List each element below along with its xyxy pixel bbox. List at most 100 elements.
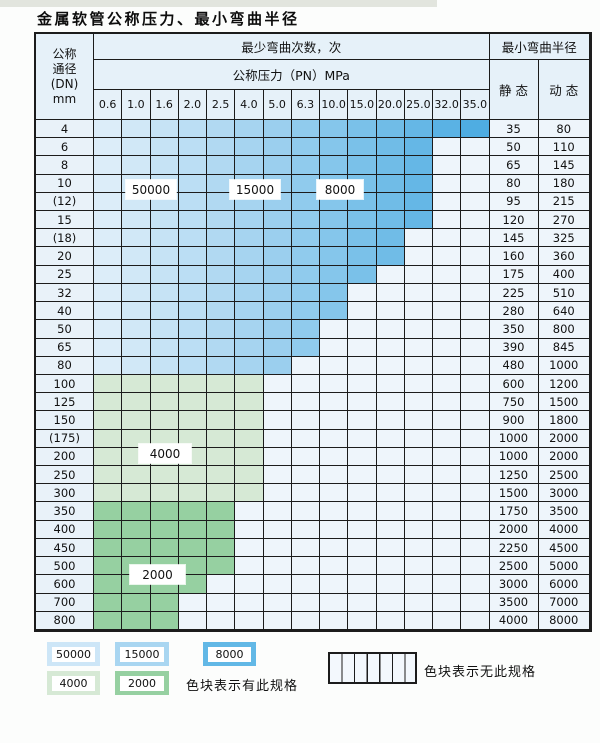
no-spec-cell	[433, 356, 462, 375]
no-spec-cell	[291, 484, 320, 503]
no-spec-cell	[404, 502, 433, 521]
spec-cell	[94, 393, 123, 412]
spec-cell	[178, 338, 207, 357]
no-spec-cell	[320, 411, 349, 430]
spec-cell	[207, 156, 236, 175]
legend-swatch-label: 8000	[208, 646, 251, 662]
spec-cell	[122, 538, 151, 558]
dn-cell: 125	[36, 393, 94, 412]
spec-cell	[291, 302, 320, 321]
dynamic-value-cell: 3000	[538, 484, 590, 503]
no-spec-cell	[404, 320, 433, 339]
no-spec-cell	[291, 393, 320, 412]
no-spec-cell	[461, 374, 490, 394]
dn-cell: 80	[36, 356, 94, 375]
zone-label-15000: 15000	[230, 180, 280, 199]
spec-cell	[94, 229, 123, 248]
no-spec-cell	[433, 302, 462, 321]
spec-cell	[94, 447, 123, 467]
spec-cell	[207, 265, 236, 284]
no-spec-cell	[376, 484, 405, 503]
static-value-cell: 120	[489, 211, 539, 230]
spec-cell	[94, 593, 123, 612]
no-spec-cell	[348, 356, 377, 375]
no-spec-cell	[433, 138, 462, 157]
no-spec-cell	[433, 320, 462, 339]
spec-cell	[263, 265, 292, 284]
spec-cell	[150, 247, 179, 266]
static-value-cell: 3500	[489, 593, 539, 612]
no-spec-cell	[263, 484, 292, 503]
no-spec-cell	[461, 211, 490, 230]
no-spec-cell	[376, 557, 405, 576]
dn-corner-header-line: 通径	[52, 61, 77, 76]
no-spec-cell	[320, 447, 349, 467]
static-value-cell: 80	[489, 174, 539, 193]
no-spec-cell	[235, 557, 264, 576]
spec-cell	[178, 429, 207, 448]
no-spec-cell	[320, 338, 349, 357]
spec-cell	[235, 393, 264, 412]
spec-cell	[207, 411, 236, 430]
pressure-tick-cell: 25.0	[404, 90, 433, 120]
no-spec-cell	[461, 447, 490, 467]
no-spec-cell	[376, 411, 405, 430]
spec-cell	[263, 356, 292, 375]
spec-cell	[150, 229, 179, 248]
static-value-cell: 1500	[489, 484, 539, 503]
spec-cell	[263, 156, 292, 175]
no-spec-cell	[348, 338, 377, 357]
spec-cell	[94, 156, 123, 175]
zone-label-2000: 2000	[130, 565, 185, 584]
spec-cell	[178, 411, 207, 430]
dynamic-value-cell: 7000	[538, 593, 590, 612]
spec-cell	[235, 356, 264, 375]
spec-cell	[122, 320, 151, 339]
spec-cell	[122, 265, 151, 284]
spec-cell	[94, 557, 123, 576]
no-spec-cell	[263, 611, 292, 630]
no-spec-cell	[461, 611, 490, 630]
spec-cell	[178, 247, 207, 266]
spec-cell	[235, 320, 264, 339]
no-spec-cell	[404, 593, 433, 612]
no-spec-cell	[376, 611, 405, 630]
spec-cell	[94, 138, 123, 157]
dn-cell: (12)	[36, 192, 94, 212]
dn-cell: 4	[36, 120, 94, 139]
spec-cell	[348, 265, 377, 284]
dynamic-value-cell: 2500	[538, 466, 590, 485]
spec-cell	[150, 120, 179, 139]
static-value-cell: 1000	[489, 447, 539, 467]
spec-cell	[94, 356, 123, 375]
no-spec-cell	[348, 575, 377, 594]
no-spec-cell	[376, 393, 405, 412]
no-spec-cell	[291, 557, 320, 576]
spec-cell	[235, 411, 264, 430]
no-spec-cell	[376, 520, 405, 539]
static-value-cell: 1000	[489, 429, 539, 448]
spec-cell	[178, 211, 207, 230]
pressure-tick-cell: 15.0	[348, 90, 377, 120]
no-spec-cell	[404, 356, 433, 375]
spec-cell	[207, 447, 236, 467]
pressure-tick-cell: 35.0	[461, 90, 490, 120]
spec-cell	[376, 192, 405, 212]
no-spec-cell	[235, 538, 264, 558]
spec-cell	[404, 156, 433, 175]
spec-cell	[207, 520, 236, 539]
static-value-cell: 900	[489, 411, 539, 430]
spec-cell	[263, 283, 292, 303]
no-spec-cell	[320, 320, 349, 339]
spec-cell	[122, 429, 151, 448]
dn-cell: 10	[36, 174, 94, 193]
no-spec-cell	[433, 229, 462, 248]
no-spec-cell	[348, 593, 377, 612]
static-value-cell: 390	[489, 338, 539, 357]
no-spec-cell	[291, 611, 320, 630]
dynamic-value-cell: 110	[538, 138, 590, 157]
no-spec-cell	[207, 611, 236, 630]
spec-cell	[348, 247, 377, 266]
legend-swatch-label: 4000	[52, 675, 95, 691]
no-spec-cell	[461, 247, 490, 266]
